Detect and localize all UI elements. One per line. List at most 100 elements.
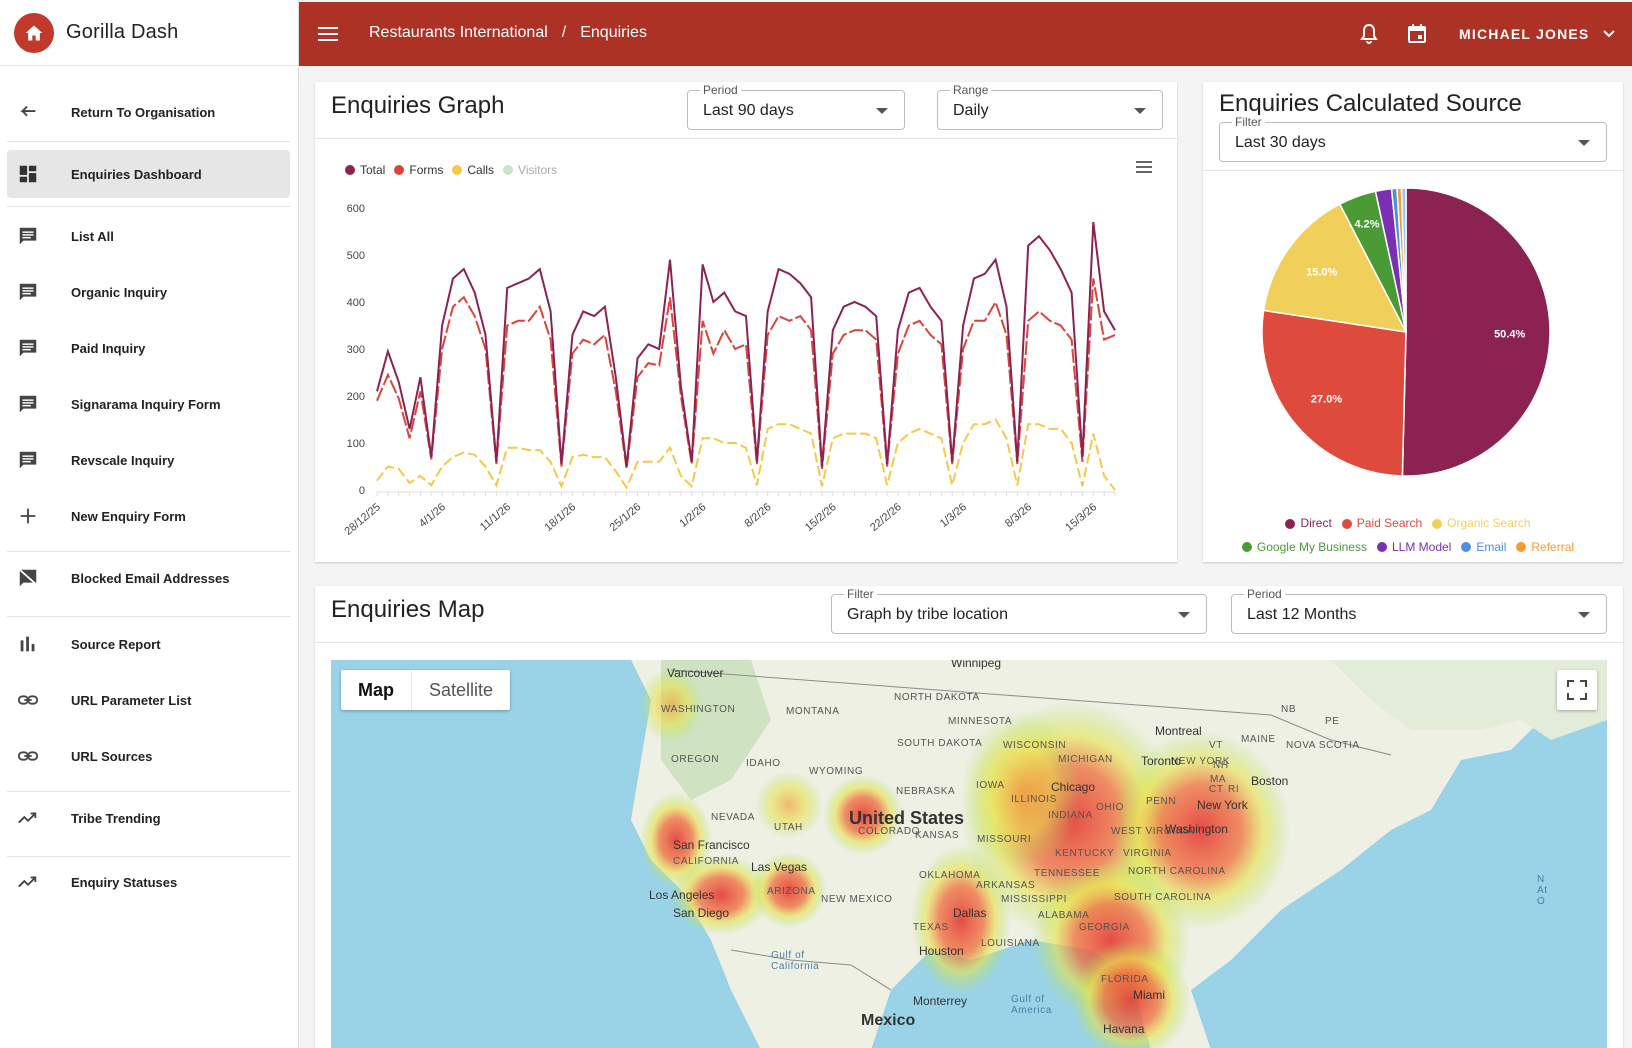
pie-slice[interactable] <box>1401 187 1551 477</box>
map-city-label: San Francisco <box>673 838 750 852</box>
map-filter-select[interactable]: Filter Graph by tribe location <box>831 587 1207 634</box>
sidebar-item-list-all[interactable]: List All <box>7 212 290 260</box>
source-filter-select[interactable]: Filter Last 30 days <box>1219 115 1607 162</box>
legend-item[interactable]: Calls <box>452 163 494 177</box>
comment-blocked-icon <box>17 567 39 589</box>
map-city-label: Vancouver <box>667 666 724 680</box>
period-value: Last 12 Months <box>1247 606 1357 623</box>
source-pie-chart: 50.4% 27.0% 15.0% 4.2% <box>1261 187 1551 477</box>
sidebar-item-source-report[interactable]: Source Report <box>7 620 290 668</box>
sidebar-item-label: Blocked Email Addresses <box>71 570 230 586</box>
caret-down-icon <box>1178 612 1190 618</box>
period-label: Period <box>700 83 741 97</box>
fullscreen-icon[interactable] <box>1557 670 1597 710</box>
chevron-down-icon[interactable] <box>1601 26 1617 42</box>
sidebar: Gorilla Dash Return To Organisation Enqui… <box>0 0 299 1048</box>
sidebar-item-return-to-organisation[interactable]: Return To Organisation <box>7 88 290 136</box>
legend-item[interactable]: Forms <box>394 163 443 177</box>
pie-slice[interactable] <box>1400 187 1407 333</box>
heatmap-map[interactable]: Map Satellite WASHINGTON MONTANA NORTH DAK… <box>331 660 1607 1048</box>
sidebar-item-new-enquiry-form[interactable]: New Enquiry Form <box>7 492 290 540</box>
pie-slice[interactable] <box>1262 203 1408 333</box>
comment-icon <box>17 281 39 303</box>
map-region-label: NEW YORK <box>1171 756 1231 767</box>
legend-label: Organic Search <box>1447 516 1531 530</box>
y-tick-label: 200 <box>347 391 365 403</box>
pie-legend-item[interactable]: Email <box>1461 536 1506 559</box>
user-menu[interactable]: MICHAEL JONES <box>1459 26 1590 42</box>
pie-legend-item[interactable]: Google My Business <box>1241 536 1367 559</box>
caret-down-icon <box>1134 108 1146 114</box>
series-line-total[interactable] <box>376 221 1116 467</box>
map-region-label: WISCONSIN <box>1003 740 1067 751</box>
map-city-label: Las Vegas <box>751 860 808 874</box>
pie-legend-item[interactable]: LLM Model <box>1376 536 1451 559</box>
sidebar-item-tribe-trending[interactable]: Tribe Trending <box>7 794 290 842</box>
map-region-label: NEBRASKA <box>896 786 956 797</box>
legend-swatch <box>1376 542 1387 552</box>
map-region-label: NORTH DAKOTA <box>894 692 980 703</box>
pie-slice[interactable] <box>1261 309 1407 477</box>
legend-label: Referral <box>1531 539 1575 554</box>
series-line-calls[interactable] <box>376 418 1116 491</box>
sidebar-item-paid-inquiry[interactable]: Paid Inquiry <box>7 324 290 372</box>
map-region-label: GEORGIA <box>1079 922 1130 933</box>
breadcrumb-organisation[interactable]: Restaurants International <box>369 24 548 41</box>
calendar-icon[interactable] <box>1405 22 1429 46</box>
x-tick-label: 25/1/26 <box>608 501 644 534</box>
link-icon <box>17 689 39 711</box>
comment-icon <box>17 225 39 247</box>
pie-legend-item[interactable]: Paid Search <box>1341 512 1422 535</box>
map-region-label: WASHINGTON <box>661 704 736 715</box>
pie-legend-item[interactable]: Referral <box>1516 536 1574 559</box>
sidebar-item-enquiries-dashboard[interactable]: Enquiries Dashboard <box>7 150 290 198</box>
range-label: Range <box>950 83 992 97</box>
pie-legend-item[interactable]: Direct <box>1285 512 1332 535</box>
map-region-label: MISSOURI <box>977 834 1032 845</box>
enquiries-line-chart: 0 100 200 300 400 500 600 28/12/25 4/1/26 11/1/26… <box>342 203 1116 538</box>
chart-menu-icon[interactable] <box>1135 160 1153 174</box>
bell-icon[interactable] <box>1357 22 1381 46</box>
legend-item[interactable]: Visitors <box>503 163 557 177</box>
range-select[interactable]: Range Daily <box>937 83 1163 130</box>
pie-legend-item[interactable]: Organic Search <box>1432 512 1531 535</box>
sidebar-item-enquiry-statuses[interactable]: Enquiry Statuses <box>7 858 290 906</box>
graph-title: Enquiries Graph <box>331 92 505 119</box>
sidebar-item-revscale-inquiry[interactable]: Revscale Inquiry <box>7 436 290 484</box>
y-tick-label: 300 <box>347 344 365 356</box>
hamburger-menu-icon[interactable] <box>317 23 339 45</box>
map-region-label: CT <box>1209 784 1224 795</box>
sidebar-item-organic-inquiry[interactable]: Organic Inquiry <box>7 268 290 316</box>
trending-icon <box>17 871 39 893</box>
map-region-label: TENNESSEE <box>1034 868 1100 879</box>
map-region-label: IDAHO <box>746 758 781 769</box>
satellite-button[interactable]: Satellite <box>411 670 510 710</box>
card-divider <box>315 642 1623 643</box>
sidebar-item-signarama-inquiry-form[interactable]: Signarama Inquiry Form <box>7 380 290 428</box>
sidebar-item-blocked-email-addresses[interactable]: Blocked Email Addresses <box>7 554 290 602</box>
sidebar-item-label: Source Report <box>71 636 161 652</box>
series-line-forms[interactable] <box>376 278 1116 470</box>
period-select[interactable]: Period Last 90 days <box>687 83 905 130</box>
x-tick-label: 11/1/26 <box>478 501 513 533</box>
map-region-label: MICHIGAN <box>1058 754 1113 765</box>
map-button[interactable]: Map <box>358 680 394 700</box>
sidebar-item-label: Revscale Inquiry <box>71 452 175 468</box>
map-region-label: MA <box>1210 774 1227 785</box>
link-icon <box>17 745 39 767</box>
map-region-label: FLORIDA <box>1101 974 1149 985</box>
legend-swatch <box>1285 518 1296 529</box>
map-period-select[interactable]: Period Last 12 Months <box>1231 587 1607 634</box>
map-region-label: NORTH CAROLINA <box>1128 866 1226 877</box>
sidebar-item-url-parameter-list[interactable]: URL Parameter List <box>7 676 290 724</box>
pie-slice-label: 50.4% <box>1494 328 1525 340</box>
map-region-label: SOUTH CAROLINA <box>1114 892 1212 903</box>
map-region-label: PENN <box>1146 796 1177 807</box>
legend-item[interactable]: Total <box>345 163 385 177</box>
legend-swatch <box>503 165 514 175</box>
period-value: Last 90 days <box>703 102 794 119</box>
legend-swatch <box>1516 542 1527 552</box>
home-icon[interactable] <box>14 12 54 53</box>
sidebar-item-url-sources[interactable]: URL Sources <box>7 732 290 780</box>
chart-legend: Total Forms Calls Visitors <box>345 162 566 180</box>
